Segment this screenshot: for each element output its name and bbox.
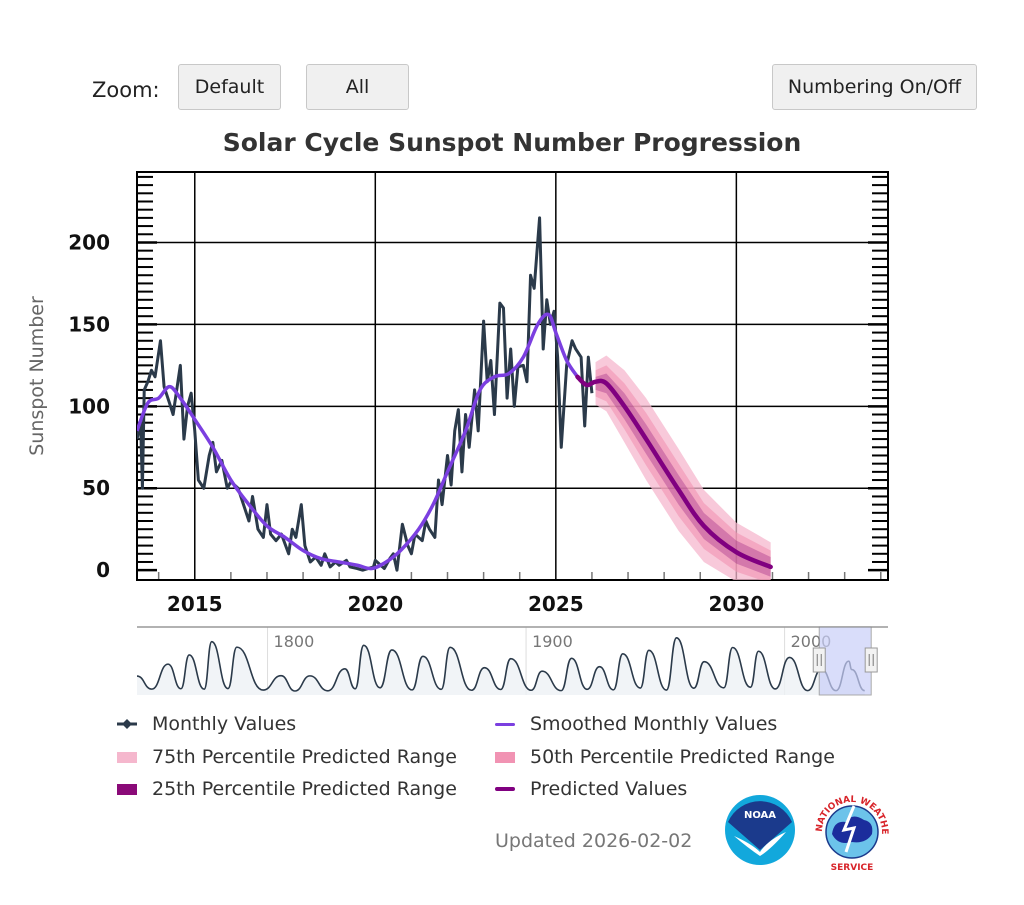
legend-smoothed-values[interactable]: Smoothed Monthly Values — [495, 713, 777, 735]
y-tick-label: 50 — [82, 476, 110, 500]
legend-25th-percentile[interactable]: 25th Percentile Predicted Range — [117, 778, 457, 800]
legend-monthly-values[interactable]: Monthly Values — [117, 713, 296, 735]
line-icon — [495, 722, 515, 726]
legend-label: Monthly Values — [152, 713, 297, 735]
y-axis-title: Sunspot Number — [26, 296, 48, 456]
diamond-line-icon — [117, 713, 137, 735]
x-tick-label: 2015 — [167, 592, 223, 616]
band-50th-percentile — [595, 365, 771, 580]
y-tick-label: 150 — [68, 312, 110, 336]
smoothed-values-line — [137, 312, 579, 571]
navigator-selection[interactable] — [818, 626, 872, 696]
y-tick-label: 200 — [68, 230, 110, 254]
navigator-series-line — [136, 636, 866, 692]
legend-label: Smoothed Monthly Values — [530, 713, 778, 735]
legend-label: 25th Percentile Predicted Range — [152, 778, 457, 800]
nws-logo: NATIONAL WEATHER SERVICE — [810, 790, 892, 873]
navigator-left-handle[interactable] — [812, 647, 826, 673]
swatch-icon — [117, 751, 137, 763]
navigator-tick-label: 1800 — [274, 632, 315, 651]
y-tick-label: 100 — [68, 394, 110, 418]
y-tick-label: 0 — [96, 558, 110, 582]
zoom-label: Zoom: — [92, 78, 160, 102]
navigator-right-handle[interactable] — [864, 647, 878, 673]
plot-series — [137, 216, 773, 580]
line-icon — [495, 787, 515, 791]
band-25th-percentile — [595, 373, 771, 577]
legend-predicted-values[interactable]: Predicted Values — [495, 778, 687, 800]
svg-text:SERVICE: SERVICE — [831, 863, 874, 873]
navigator-tick-label: 1900 — [532, 632, 573, 651]
plot-frame — [136, 171, 889, 581]
x-tick-label: 2020 — [347, 592, 403, 616]
x-tick-label: 2030 — [709, 592, 765, 616]
predicted-values-line — [575, 374, 773, 570]
chart-title: Solar Cycle Sunspot Number Progression — [222, 128, 802, 157]
legend-50th-percentile[interactable]: 50th Percentile Predicted Range — [495, 746, 835, 768]
handle-body — [812, 647, 826, 673]
noaa-logo: NOAA — [725, 795, 795, 865]
monthly-values-line — [137, 216, 594, 572]
swatch-icon — [117, 783, 137, 795]
zoom-all-button[interactable]: All — [306, 64, 409, 110]
numbering-toggle-button[interactable]: Numbering On/Off — [772, 64, 977, 110]
legend-label: Predicted Values — [530, 778, 688, 800]
swatch-icon — [495, 751, 515, 763]
zoom-default-button[interactable]: Default — [178, 64, 281, 110]
legend-label: 50th Percentile Predicted Range — [530, 746, 835, 768]
noaa-logo-text: NOAA — [744, 810, 776, 821]
handle-body — [864, 647, 878, 673]
legend-75th-percentile[interactable]: 75th Percentile Predicted Range — [117, 746, 457, 768]
updated-date: Updated 2026-02-02 — [495, 830, 693, 852]
x-tick-label: 2025 — [528, 592, 584, 616]
legend-label: 75th Percentile Predicted Range — [152, 746, 457, 768]
